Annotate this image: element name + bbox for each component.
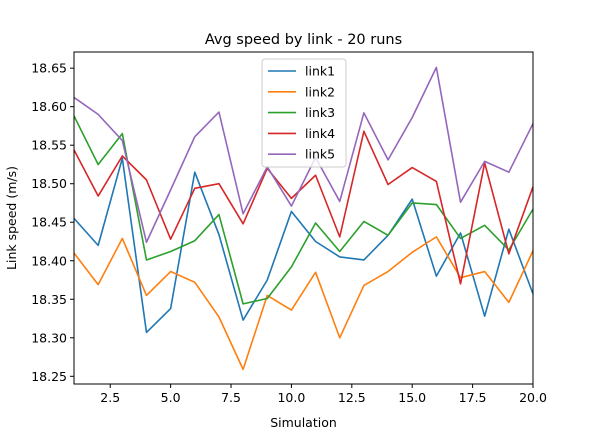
series-line-link4 — [73, 130, 534, 285]
legend-label-link1: link1 — [305, 64, 335, 79]
y-tick-label: 18.55 — [31, 138, 67, 153]
series-layer — [73, 66, 534, 371]
series-line-link3 — [73, 115, 534, 305]
y-tick-label: 18.40 — [31, 253, 67, 268]
legend-frame — [261, 58, 347, 168]
x-tick-label: 10.0 — [277, 390, 305, 405]
y-tick-label: 18.45 — [31, 215, 67, 230]
legend-label-link3: link3 — [305, 105, 335, 120]
legend: link1 link2 link3 link4 link5 — [261, 58, 347, 168]
plot-frame — [73, 51, 534, 385]
x-tick-label: 20.0 — [519, 390, 547, 405]
x-tick-label: 7.5 — [221, 390, 241, 405]
series-line-link1 — [73, 157, 534, 334]
x-tick-label: 5.0 — [161, 390, 181, 405]
y-tick-label: 18.30 — [31, 330, 67, 345]
y-tick-label: 18.35 — [31, 292, 67, 307]
x-tick-label: 12.5 — [338, 390, 366, 405]
chart-title: Avg speed by link - 20 runs — [205, 32, 402, 48]
y-axis: 18.25 18.30 18.35 18.40 18.45 18.50 18.55 18.60… — [31, 61, 74, 384]
legend-label-link2: link2 — [305, 84, 335, 99]
legend-label-link5: link5 — [305, 147, 335, 162]
series-line-link5 — [73, 66, 534, 244]
x-tick-label: 17.5 — [459, 390, 487, 405]
x-tick-label: 15.0 — [398, 390, 426, 405]
x-axis-label: Simulation — [270, 415, 337, 430]
y-tick-label: 18.60 — [31, 99, 67, 114]
y-tick-label: 18.25 — [31, 369, 67, 384]
legend-label-link4: link4 — [305, 126, 335, 141]
y-tick-label: 18.65 — [31, 61, 67, 76]
y-axis-label: Link speed (m/s) — [4, 166, 19, 270]
x-axis: 2.5 5.0 7.5 10.0 12.5 15.0 17.5 20.0 — [100, 384, 547, 405]
series-line-link2 — [73, 236, 534, 371]
y-tick-label: 18.50 — [31, 176, 67, 191]
x-tick-label: 2.5 — [100, 390, 120, 405]
